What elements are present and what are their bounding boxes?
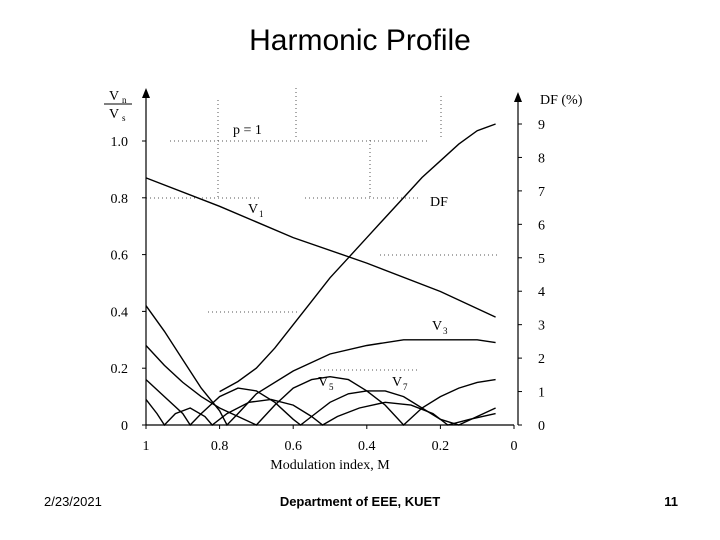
x-tick-label: 0.6 bbox=[284, 439, 302, 454]
y-left-label-numerator: V bbox=[109, 89, 119, 104]
y-right-tick-label: 0 bbox=[538, 419, 545, 434]
y-right-tick-label: 4 bbox=[538, 285, 545, 300]
y-right-tick-label: 3 bbox=[538, 319, 545, 334]
series-label-sub-v7: 7 bbox=[403, 382, 408, 392]
y-right-axis-label: DF (%) bbox=[540, 93, 583, 108]
y-right-tick-label: 1 bbox=[538, 386, 545, 401]
x-tick-label: 0.8 bbox=[211, 439, 229, 454]
series-line-v3 bbox=[145, 305, 496, 427]
series-label-sub-v1: 1 bbox=[259, 209, 264, 219]
series-line-v9 bbox=[145, 398, 496, 427]
annotation-p: p = 1 bbox=[233, 123, 262, 138]
right-axis-arrow bbox=[514, 92, 522, 102]
series-label-v5: V bbox=[318, 375, 328, 390]
x-tick-label: 0.2 bbox=[432, 439, 450, 454]
y-left-label-denominator: V bbox=[109, 107, 119, 122]
footer-date: 2/23/2021 bbox=[44, 494, 102, 509]
y-right-tick-label: 5 bbox=[538, 252, 545, 267]
x-tick-label: 1 bbox=[143, 439, 150, 454]
y-right-tick-label: 7 bbox=[538, 185, 545, 200]
series-label-sub-v3: 3 bbox=[443, 326, 448, 336]
y-left-label-denominator-sub: s bbox=[122, 113, 126, 123]
series-label-v7: V bbox=[392, 375, 402, 390]
y-right-tick-label: 9 bbox=[538, 118, 545, 133]
y-left-tick-label: 0 bbox=[121, 419, 128, 434]
y-left-tick-label: 1.0 bbox=[111, 135, 129, 150]
series-line-df bbox=[219, 123, 496, 393]
footer-department: Department of EEE, KUET bbox=[279, 494, 441, 509]
y-right-tick-label: 6 bbox=[538, 218, 545, 233]
page-number: 11 bbox=[664, 494, 678, 509]
left-axis-arrow bbox=[142, 88, 150, 98]
y-left-tick-label: 0.4 bbox=[111, 305, 129, 320]
y-left-tick-label: 0.8 bbox=[111, 192, 129, 207]
series-label-v1: V bbox=[248, 202, 258, 217]
series-line-v1 bbox=[145, 177, 496, 318]
y-left-tick-label: 0.6 bbox=[111, 249, 129, 264]
series-label-sub-v5: 5 bbox=[329, 382, 334, 392]
slide-title: Harmonic Profile bbox=[249, 24, 471, 57]
y-right-tick-label: 2 bbox=[538, 352, 545, 367]
series-label-v3: V bbox=[432, 319, 442, 334]
y-left-label-numerator-sub: n bbox=[122, 95, 127, 105]
y-left-tick-label: 0.2 bbox=[111, 362, 129, 377]
series-label-df: DF bbox=[430, 195, 448, 210]
series-line-v5 bbox=[145, 345, 496, 426]
y-right-tick-label: 8 bbox=[538, 151, 545, 166]
x-axis-label: Modulation index, M bbox=[270, 458, 390, 473]
x-tick-label: 0 bbox=[511, 439, 518, 454]
x-tick-label: 0.4 bbox=[358, 439, 376, 454]
